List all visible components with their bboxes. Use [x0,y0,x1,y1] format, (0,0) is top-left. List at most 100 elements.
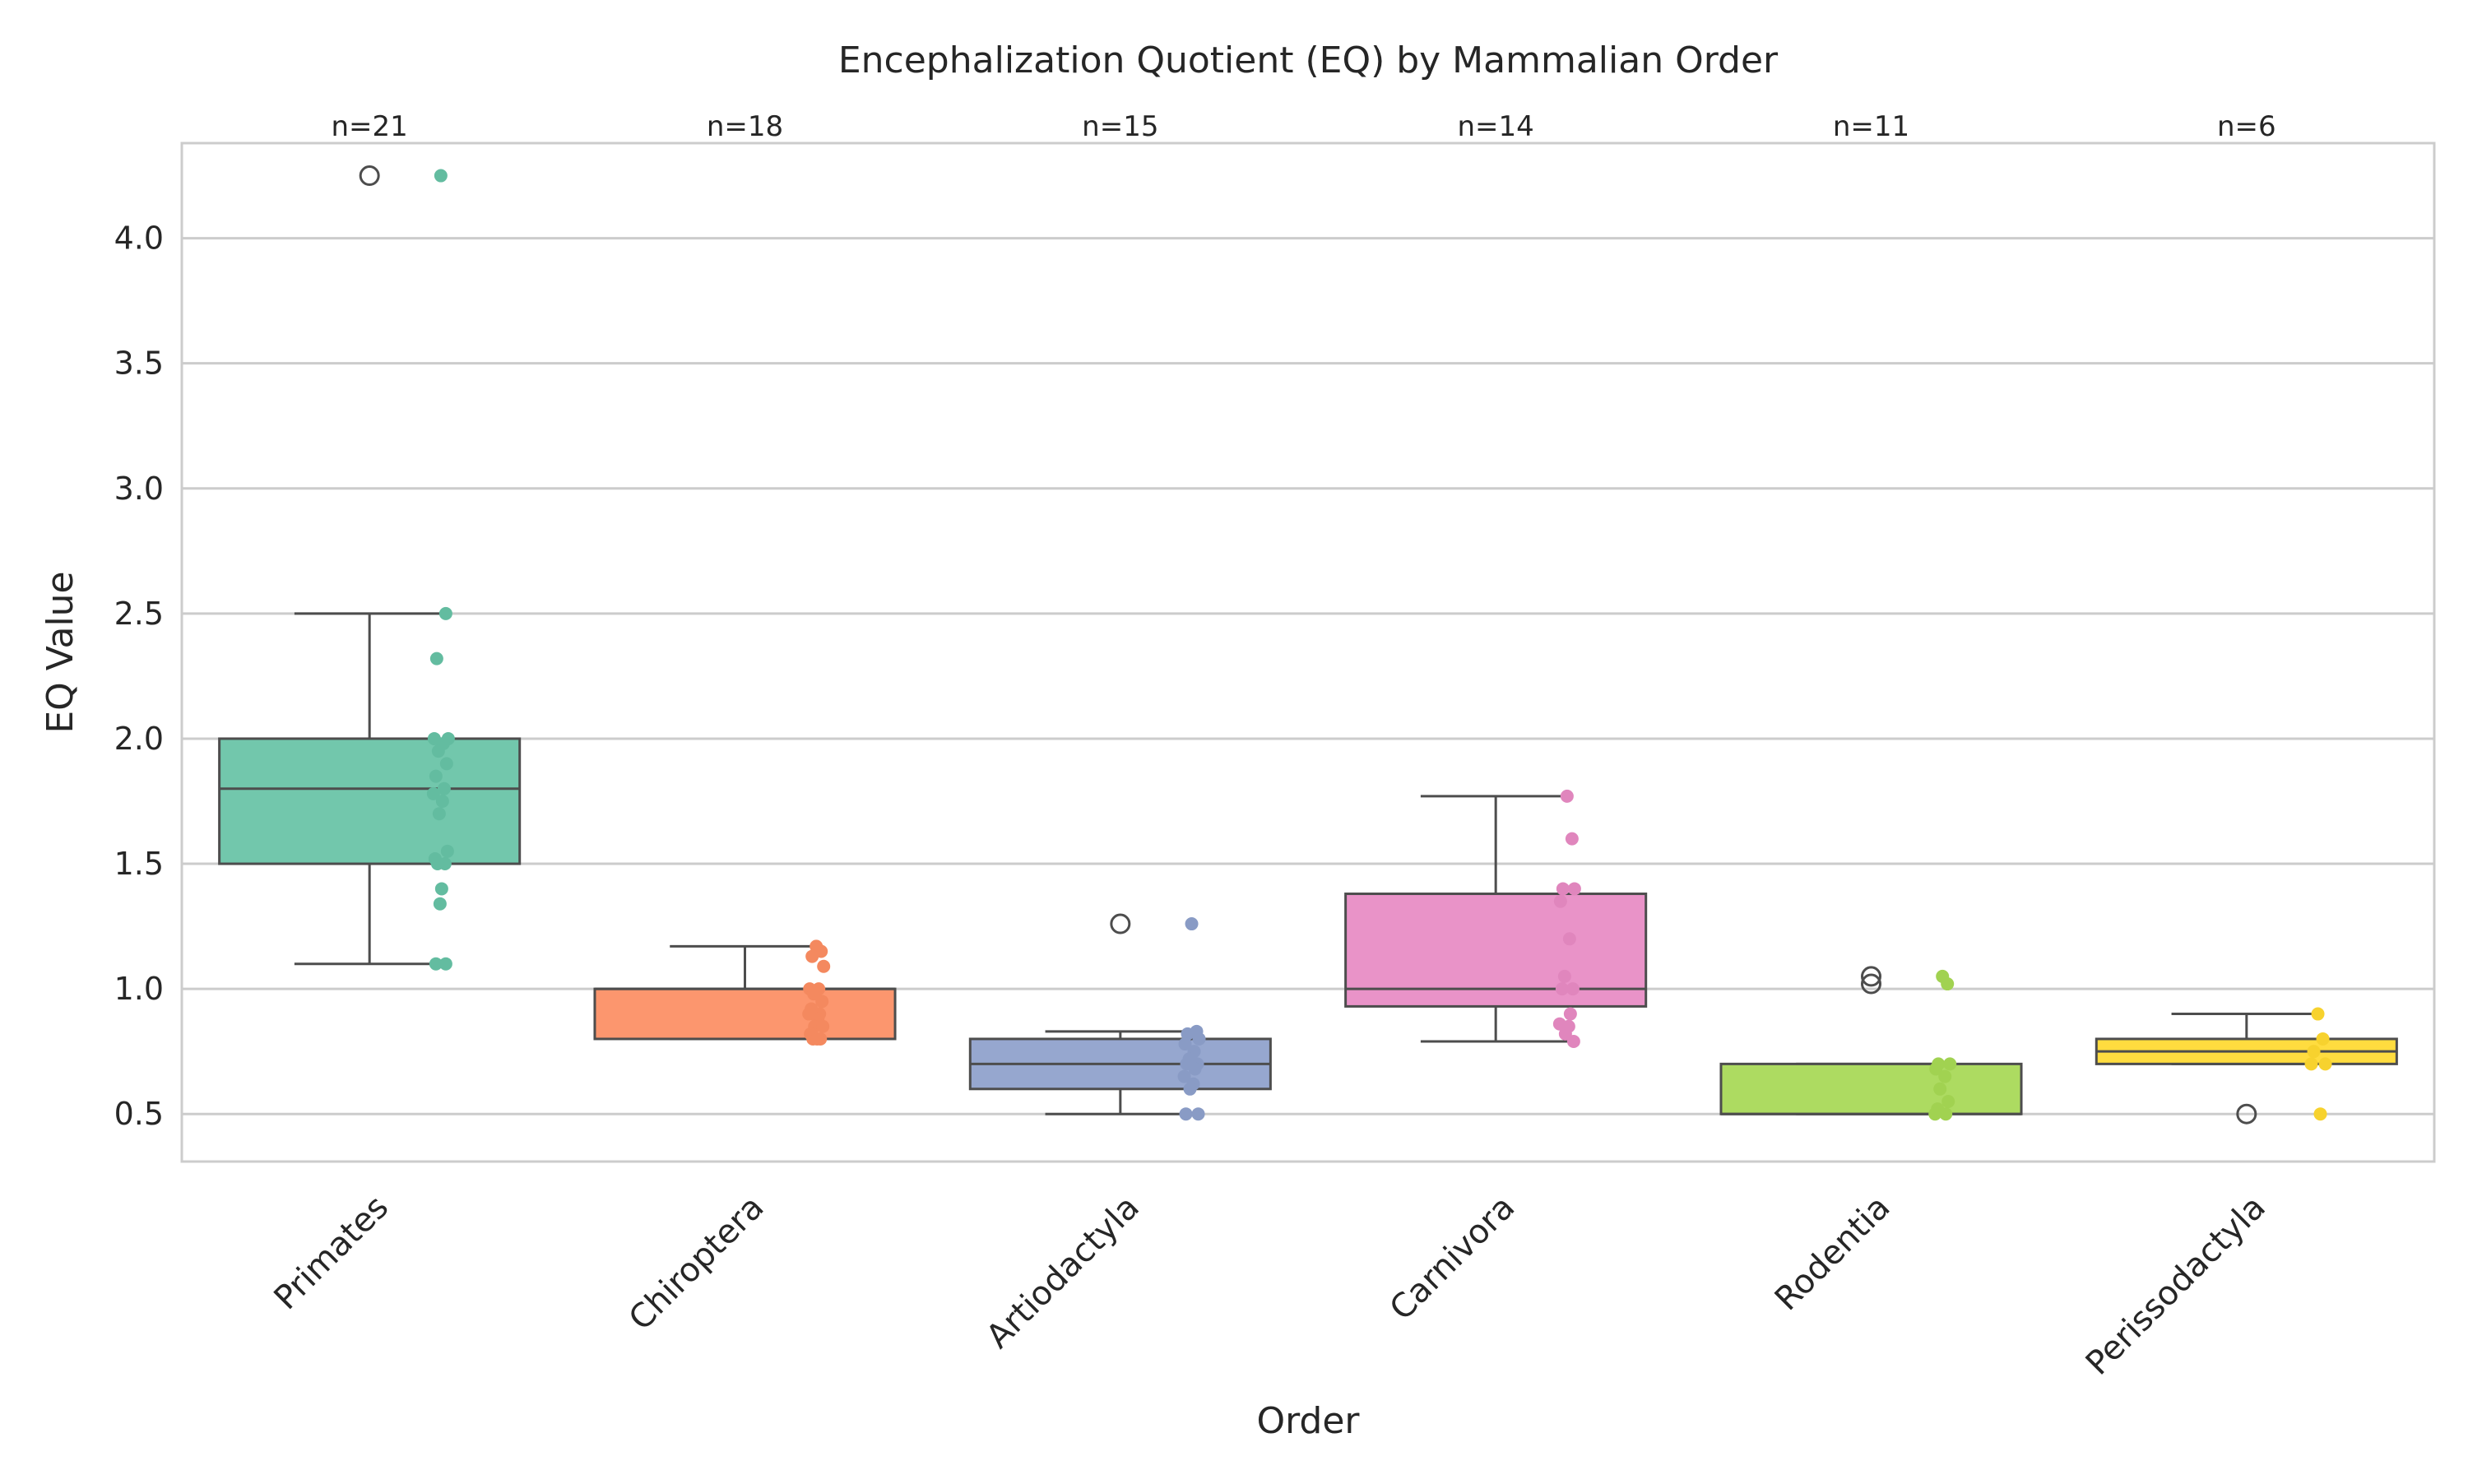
strip-point [434,882,448,896]
strip-point [1191,1107,1205,1121]
y-tick-label: 2.5 [114,596,164,632]
outlier-marker [2236,1103,2257,1125]
strip-point [1192,1032,1206,1046]
outlier-marker [1110,913,1131,934]
box-rodentia [1719,966,2023,1115]
iqr-box [218,737,522,865]
strip-point [1553,894,1567,908]
outlier-marker [359,165,380,187]
strip-point [433,897,447,911]
box-artiodactyla [968,913,1272,1115]
y-tick-label: 2.0 [114,721,164,757]
strip-point [439,757,453,771]
strip-point [2318,1057,2332,1071]
y-tick-label: 3.0 [114,471,164,507]
strip-point [437,781,451,795]
strip-point [430,857,444,871]
strip-point [817,959,831,973]
y-tick-label: 3.5 [114,345,164,382]
box-chiroptera [593,944,897,1041]
strip-point [1565,832,1579,846]
outlier-marker [1861,973,1881,995]
iqr-box [1719,1062,2023,1115]
strip-point [1185,917,1199,931]
strip-point [435,794,449,808]
strip-point [1556,882,1570,896]
count-label-perissodactyla: n=6 [2217,110,2276,143]
strip-point [805,949,819,963]
strip-point [1557,969,1571,983]
count-label-chiroptera: n=18 [707,110,783,143]
chart-title: Encephalization Quotient (EQ) by Mammali… [838,39,1779,81]
grid-lines [182,237,2434,1115]
outlier-marker [1861,966,1881,987]
plot-area-frame [180,141,2436,1163]
count-label-carnivora: n=14 [1458,110,1534,143]
strip-point [1943,1057,1957,1071]
strip-point [1941,1094,1955,1108]
sample-count-labels: n=21 n=18 n=15 n=14 n=11 n=6 [332,110,2276,143]
strip-point [434,169,448,183]
y-tick-label: 0.5 [114,1096,164,1132]
strip-point [816,1019,830,1033]
strip-point [1178,1037,1192,1051]
strip-point [2313,1107,2327,1121]
y-axis-label: EQ Value [39,571,81,733]
box-primates [218,165,522,966]
strip-point [2311,1007,2325,1021]
strip-point [1181,1027,1195,1041]
strip-point [1933,1082,1947,1096]
strip-point [1188,1062,1202,1076]
strip-point [432,807,446,821]
count-label-rodentia: n=11 [1833,110,1909,143]
strip-point [429,652,443,665]
strip-point [1555,982,1569,996]
strip-points [426,169,2332,1121]
strip-point [810,1032,824,1046]
strip-point [1177,1069,1191,1083]
box-carnivora [1344,795,1648,1043]
strip-point [2304,1057,2318,1071]
iqr-box [593,987,897,1041]
strip-point [1563,1007,1577,1021]
points-chiroptera [802,939,831,1046]
y-tick-label: 1.0 [114,971,164,1007]
x-axis-label: Order [1256,1400,1360,1442]
strip-point [1560,789,1574,803]
box-perissodactyla [2095,1013,2398,1125]
points-rodentia [1928,969,1957,1121]
strip-point [431,744,445,758]
strip-point [426,786,440,800]
strip-point [438,957,452,971]
strip-point [815,995,829,1009]
count-label-primates: n=21 [332,110,408,143]
strip-point [1941,977,1955,991]
strip-point [1566,982,1580,996]
points-primates [426,169,455,971]
strip-point [429,769,443,783]
points-carnivora [1552,789,1581,1048]
strip-point [429,957,443,971]
strip-point [1566,1034,1580,1048]
strip-point [2307,1045,2321,1059]
y-axis-ticks: 0.5 1.0 1.5 2.0 2.5 3.0 3.5 4.0 [114,220,164,1133]
iqr-box [1344,893,1648,1008]
box-plots [218,165,2398,1125]
points-perissodactyla [2304,1007,2332,1121]
strip-point [2316,1032,2330,1046]
count-label-artiodactyla: n=15 [1082,110,1158,143]
strip-point [1939,1107,1953,1121]
y-tick-label: 1.5 [114,846,164,882]
y-tick-label: 4.0 [114,220,164,257]
strip-point [1929,1062,1943,1076]
points-artiodactyla [1177,917,1206,1121]
strip-point [1183,1082,1197,1096]
strip-point [1562,932,1576,946]
strip-point [1938,1069,1952,1083]
strip-point [1179,1107,1193,1121]
strip-point [1928,1107,1942,1121]
strip-point [440,844,454,858]
strip-point [1567,882,1581,896]
